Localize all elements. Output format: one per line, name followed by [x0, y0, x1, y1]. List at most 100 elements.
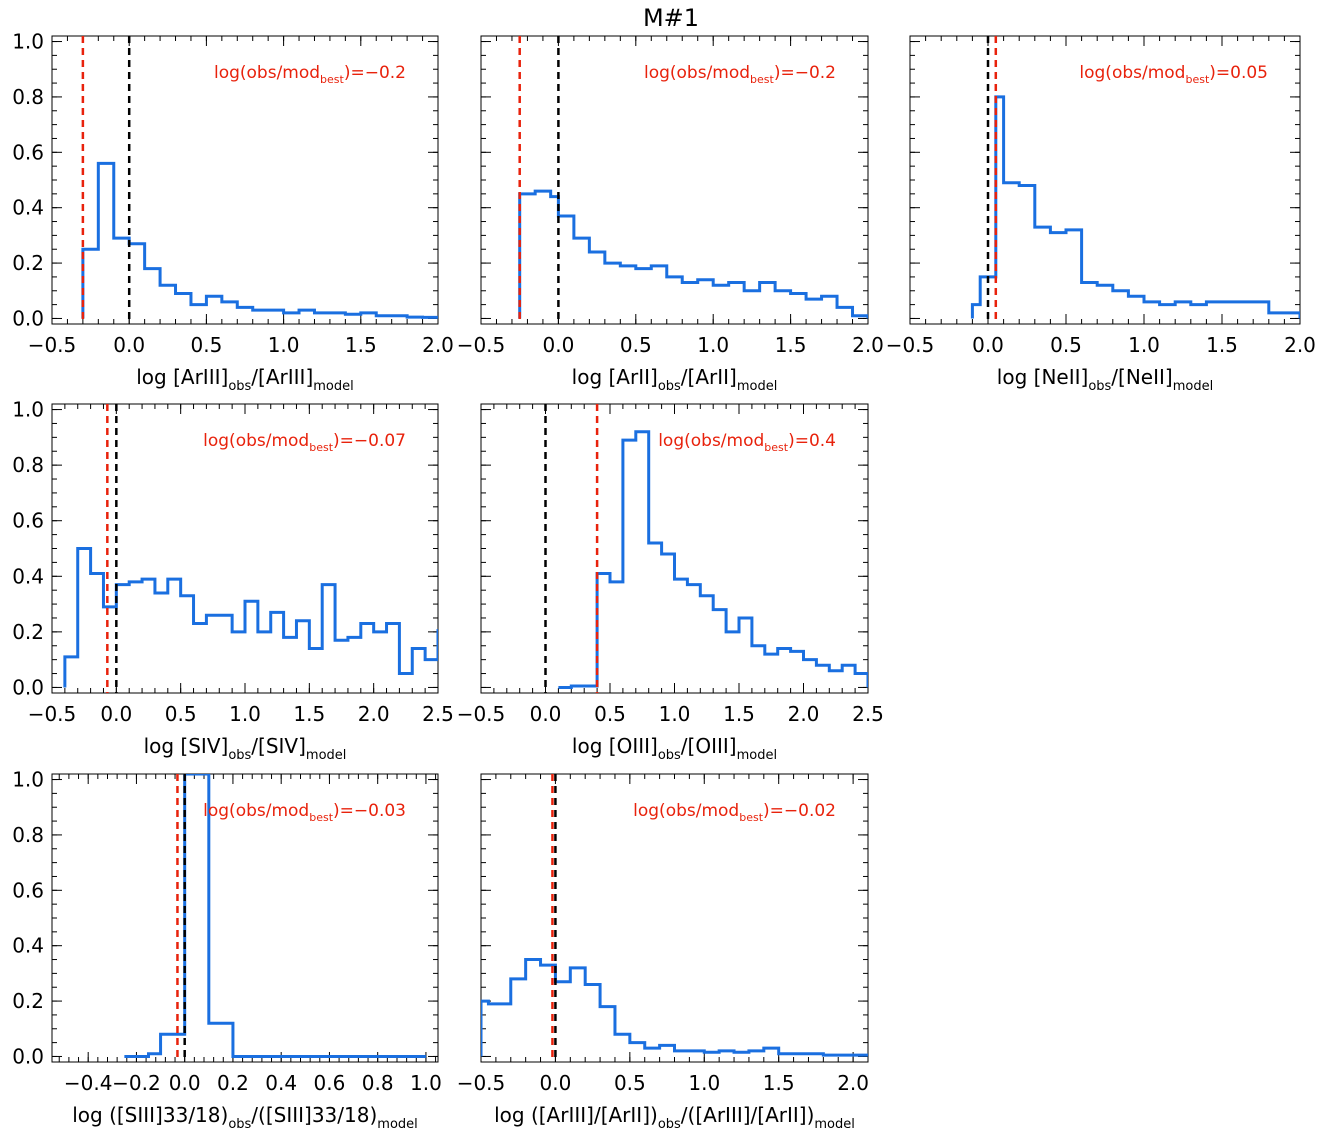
x-tick-label: 0.0	[542, 333, 574, 357]
x-tick-label: 0.0	[540, 1071, 572, 1095]
y-tick-label: 0.4	[12, 564, 44, 588]
x-tick-label: −0.5	[886, 333, 935, 357]
x-tick-label: −0.5	[28, 333, 77, 357]
x-tick-label: 0.0	[169, 1071, 201, 1095]
x-tick-label: 2.0	[788, 702, 820, 726]
x-tick-label: −0.5	[28, 702, 77, 726]
x-tick-label: 2.5	[852, 702, 884, 726]
annotation-label: log(obs/modbest)=−0.02	[633, 801, 836, 824]
histogram-step	[558, 430, 868, 689]
x-tick-label: 1.0	[1128, 333, 1160, 357]
histogram-step	[81, 161, 438, 319]
axes-frame	[51, 35, 439, 325]
annotation-label: log(obs/modbest)=−0.03	[203, 801, 406, 824]
x-tick-label: 0.5	[165, 702, 197, 726]
y-tick-label: 1.0	[12, 768, 44, 792]
axes-frame	[51, 773, 439, 1063]
x-tick-label: −0.4	[64, 1071, 113, 1095]
x-axis-label: log [ArII]obs/[ArII]model	[572, 365, 778, 394]
x-tick-label: 0.0	[530, 702, 562, 726]
x-tick-label: 1.0	[659, 702, 691, 726]
y-tick-label: 0.2	[12, 989, 44, 1013]
x-tick-label: 0.8	[362, 1071, 394, 1095]
x-tick-label: 0.2	[217, 1071, 249, 1095]
x-axis-label: log ([SIII]33/18)obs/([SIII]33/18)model	[72, 1103, 418, 1132]
histogram-step	[970, 95, 1300, 319]
annotation-label: log(obs/modbest)=−0.2	[214, 63, 406, 86]
x-tick-label: 0.5	[620, 333, 652, 357]
y-tick-label: 0.6	[12, 878, 44, 902]
panel-3: −0.5 0.0 0.5 1.0 1.5 2.0 log(obs/modbest)=0.05…	[886, 35, 1316, 394]
x-tick-label: 0.0	[113, 333, 145, 357]
x-tick-label: 2.0	[852, 333, 884, 357]
annotation-label: log(obs/modbest)=0.05	[1079, 63, 1268, 86]
x-axis-label: log [OIII]obs/[OIII]model	[572, 734, 777, 763]
axes-frame	[909, 35, 1301, 325]
histogram-step	[124, 774, 426, 1058]
axes-frame	[480, 773, 869, 1063]
annotation-label: log(obs/modbest)=−0.07	[203, 431, 406, 454]
x-tick-label: 2.5	[422, 702, 454, 726]
y-tick-label: 0.2	[12, 620, 44, 644]
annotation-label: log(obs/modbest)=0.4	[658, 431, 836, 454]
y-tick-label: 0.2	[12, 251, 44, 275]
y-tick-label: 0.8	[12, 823, 44, 847]
panel-4: −0.5 0.0 0.5 1.0 1.5 2.0 2.5 0.0 0.2 0.4 0.6 0.8 1.0…	[12, 398, 454, 763]
panel-7: −0.5 0.0 0.5 1.0 1.5 2.0 log(obs/modbest)=−0.0…	[457, 773, 869, 1132]
x-tick-label: 1.0	[697, 333, 729, 357]
x-tick-label: 1.5	[775, 333, 807, 357]
x-axis-label: log ([ArIII]/[ArII])obs/([ArIII]/[ArII])…	[494, 1103, 855, 1132]
axes-frame	[480, 35, 869, 325]
y-tick-label: 0.6	[12, 140, 44, 164]
y-tick-label: 1.0	[12, 398, 44, 422]
x-tick-label: 2.0	[837, 1071, 869, 1095]
figure-title: M#1	[642, 4, 700, 32]
x-axis-label: log [ArIII]obs/[ArIII]model	[136, 365, 353, 394]
x-tick-label: 1.5	[723, 702, 755, 726]
x-tick-label: 1.0	[410, 1071, 442, 1095]
x-tick-label: 0.5	[190, 333, 222, 357]
y-tick-label: 0.8	[12, 85, 44, 109]
x-tick-label: 1.0	[268, 333, 300, 357]
axes-frame	[51, 403, 439, 694]
y-tick-label: 0.6	[12, 509, 44, 533]
x-tick-label: −0.2	[112, 1071, 161, 1095]
x-tick-label: 0.5	[1050, 333, 1082, 357]
x-tick-label: 1.5	[1206, 333, 1238, 357]
x-tick-label: 0.0	[972, 333, 1004, 357]
x-tick-label: 0.0	[100, 702, 132, 726]
x-tick-label: 2.0	[358, 702, 390, 726]
x-tick-label: 0.5	[594, 702, 626, 726]
x-tick-label: 2.0	[422, 333, 454, 357]
annotation-label: log(obs/modbest)=−0.2	[644, 63, 836, 86]
x-tick-label: −0.5	[457, 1071, 506, 1095]
panel-6: −0.4 −0.2 0.0 0.2 0.4 0.6 0.8 1.0 0.0 0.2 0.4 0.6 0.…	[12, 768, 442, 1132]
panel-1: −0.5 0.0 0.5 1.0 1.5 2.0 0.0 0.2 0.4 0.6 0.8 1.0 log…	[12, 30, 454, 394]
y-tick-label: 0.0	[12, 675, 44, 699]
x-tick-label: 0.4	[265, 1071, 297, 1095]
x-axis-label: log [SIV]obs/[SIV]model	[144, 734, 347, 763]
x-tick-label: 0.6	[314, 1071, 346, 1095]
x-tick-label: 1.5	[763, 1071, 795, 1095]
x-tick-label: 0.5	[614, 1071, 646, 1095]
axes-frame	[480, 403, 869, 694]
y-tick-label: 0.4	[12, 934, 44, 958]
x-tick-label: −0.5	[457, 333, 506, 357]
panel-5: −0.5 0.0 0.5 1.0 1.5 2.0 2.5 log(obs/modbest)=0…	[457, 403, 884, 763]
x-tick-label: 1.0	[688, 1071, 720, 1095]
y-tick-label: 0.0	[12, 306, 44, 330]
y-tick-label: 0.0	[12, 1044, 44, 1068]
y-tick-label: 0.8	[12, 453, 44, 477]
x-tick-label: 1.5	[345, 333, 377, 357]
histogram-step	[63, 547, 438, 688]
x-tick-label: 1.5	[293, 702, 325, 726]
x-tick-label: 2.0	[1284, 333, 1316, 357]
histogram-step	[481, 958, 868, 1057]
x-tick-label: 1.0	[229, 702, 261, 726]
x-axis-label: log [NeII]obs/[NeII]model	[997, 365, 1213, 394]
y-tick-label: 0.4	[12, 196, 44, 220]
histogram-step	[518, 189, 868, 319]
x-tick-label: −0.5	[457, 702, 506, 726]
